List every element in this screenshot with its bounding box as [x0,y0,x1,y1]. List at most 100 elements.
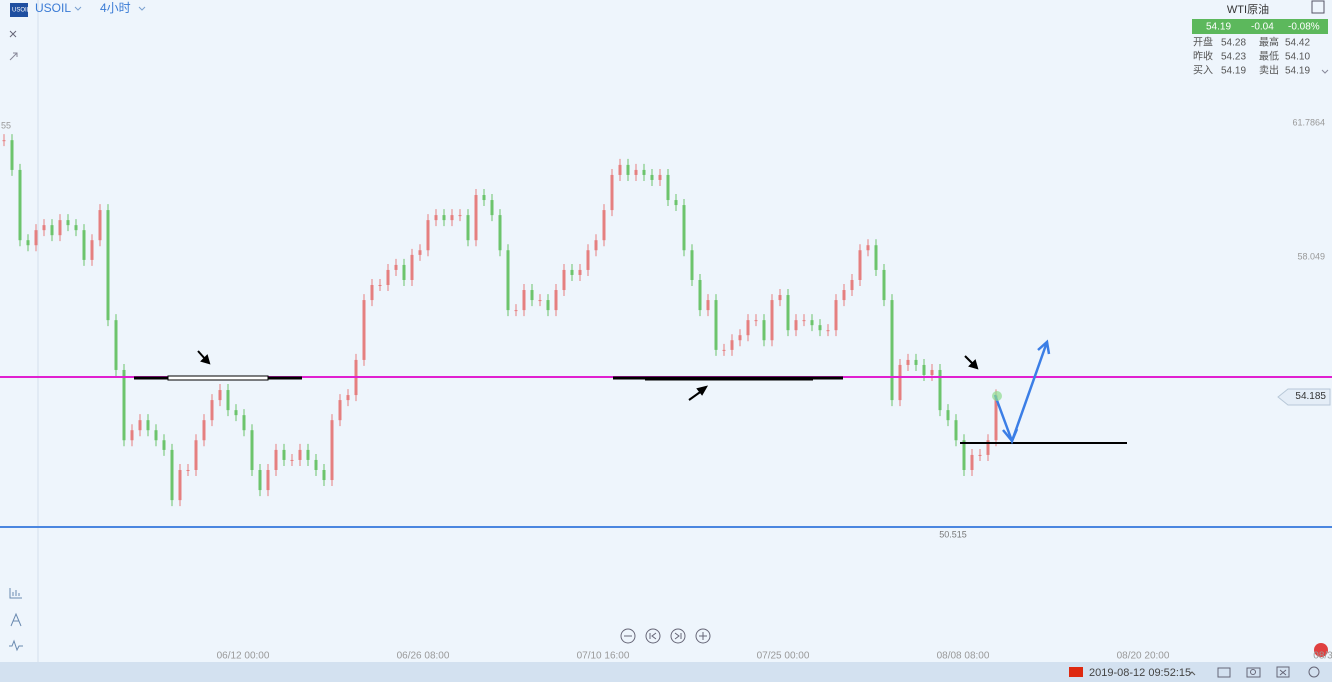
arrows [197,350,979,401]
candle [826,330,830,332]
tool-icons[interactable] [9,588,23,652]
close-icon[interactable] [9,30,17,38]
candle [834,300,838,331]
candle [362,300,366,360]
candle [610,174,614,211]
candle [586,250,590,270]
quote-label: 开盘 [1193,36,1213,49]
candle [498,215,502,251]
candle [954,420,958,441]
candle [442,215,446,221]
quote-change-pct: -0.08% [1288,22,1320,33]
symbol[interactable]: USOIL [35,1,71,15]
candle [530,290,534,301]
candle [394,264,398,270]
candle [10,140,14,170]
candle [178,469,182,501]
candle [66,220,70,226]
candle [130,430,134,441]
candle [482,195,486,201]
candle [514,310,518,312]
candle [154,430,158,441]
y-tick-label: 61.7864 [1292,117,1325,127]
x-tick-label: 08/3 [1313,651,1332,662]
candle [186,469,190,471]
candle [842,290,846,301]
quote-price: 54.19 [1206,22,1231,33]
candle [370,285,374,301]
candle [386,269,390,286]
candle [978,454,982,456]
expand-icon[interactable] [9,52,18,61]
chart-bg [0,0,1332,662]
y-tick-label: 55 [1,120,11,130]
candle [962,440,966,470]
candle [274,449,278,470]
candle [202,420,206,441]
level-mark [167,375,269,381]
candle [946,410,950,421]
candle [266,469,270,491]
candle [194,440,198,470]
candle [250,430,254,470]
candle [234,410,238,416]
candle [242,415,246,431]
dropdown-icons [74,6,146,11]
x-tick-label: 07/10 16:00 [577,651,630,662]
candle [226,390,230,411]
footer-icons[interactable] [1217,666,1320,678]
candle [402,264,406,280]
candle [290,459,294,461]
candle [162,440,166,450]
candle [170,449,174,501]
candle [434,215,438,221]
candle [306,449,310,460]
panel-toggle[interactable] [1321,69,1329,74]
panel-icon[interactable] [1311,0,1325,14]
candle [58,220,62,236]
candle [74,225,78,231]
candle [418,250,422,255]
candle [338,400,342,421]
price-tag [1277,388,1331,406]
candle [538,300,542,302]
candle [506,250,510,311]
candle [458,215,462,217]
quote-label: 最高 [1259,36,1279,49]
candle [882,269,886,301]
quote-value: 54.10 [1285,52,1310,63]
nav-buttons[interactable] [620,628,711,644]
candle [106,210,110,321]
candle [346,395,350,401]
candle [554,290,558,311]
candle [626,164,630,175]
x-tick-label: 07/25 00:00 [757,651,810,662]
candle [218,390,222,401]
alert-icon[interactable] [1314,643,1328,657]
candle [914,359,918,365]
interval[interactable]: 4小时 [100,1,131,15]
x-tick-label: 08/08 08:00 [937,651,990,662]
time-toggle[interactable] [1188,671,1196,676]
candle [794,320,798,331]
quote-value: 54.23 [1221,52,1246,63]
footer-time: 2019-08-12 09:52:15 [1089,667,1191,679]
quote-label: 最低 [1259,50,1279,63]
candle [890,300,894,401]
candle [98,210,102,241]
candle [578,269,582,275]
candle [786,295,790,331]
candle [450,215,454,221]
candle [410,254,414,280]
candle [490,200,494,216]
candle [994,395,998,441]
quote-value: 54.19 [1285,66,1310,77]
x-tick-label: 06/26 08:00 [397,651,450,662]
candle [970,454,974,470]
candle [322,469,326,481]
candle [466,215,470,241]
candle [18,169,22,241]
quote-change: -0.04 [1251,22,1274,33]
candle [138,420,142,431]
